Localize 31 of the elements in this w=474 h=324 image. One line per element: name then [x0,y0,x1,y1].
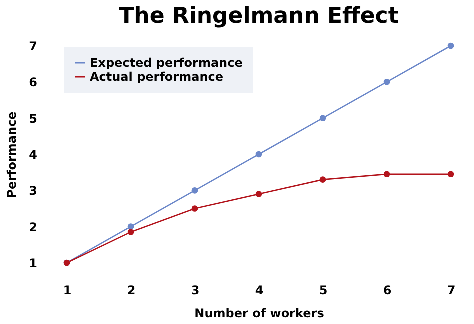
point [384,171,390,178]
y-tick-label: 2 [29,220,38,234]
point [256,151,262,158]
point [128,229,134,236]
chart-title: The Ringelmann Effect [119,4,400,29]
point [192,188,198,194]
x-tick-label: 6 [383,284,392,298]
x-tick-label: 3 [191,284,200,298]
x-tick-label: 1 [63,284,72,298]
y-tick-label: 6 [29,76,38,90]
point [384,79,390,86]
y-axis-title: Performance [5,112,20,198]
point [320,115,326,122]
y-tick-label: 7 [29,40,38,54]
x-tick-label: 4 [255,284,264,298]
point [192,206,198,212]
y-tick-label: 5 [29,112,38,126]
y-tick-label: 1 [29,256,38,270]
x-tick-label: 2 [127,284,136,298]
x-tick-label: 5 [319,284,328,298]
point [448,171,454,178]
legend-label: Expected performance [90,56,243,70]
x-axis-title: Number of workers [194,306,324,320]
x-tick-label: 7 [447,284,456,298]
point [320,176,326,183]
legend-label: Actual performance [90,70,224,84]
point [448,42,454,50]
y-tick-label: 4 [29,148,38,162]
point [128,224,134,230]
y-tick-label: 3 [29,184,38,198]
point [256,191,262,198]
